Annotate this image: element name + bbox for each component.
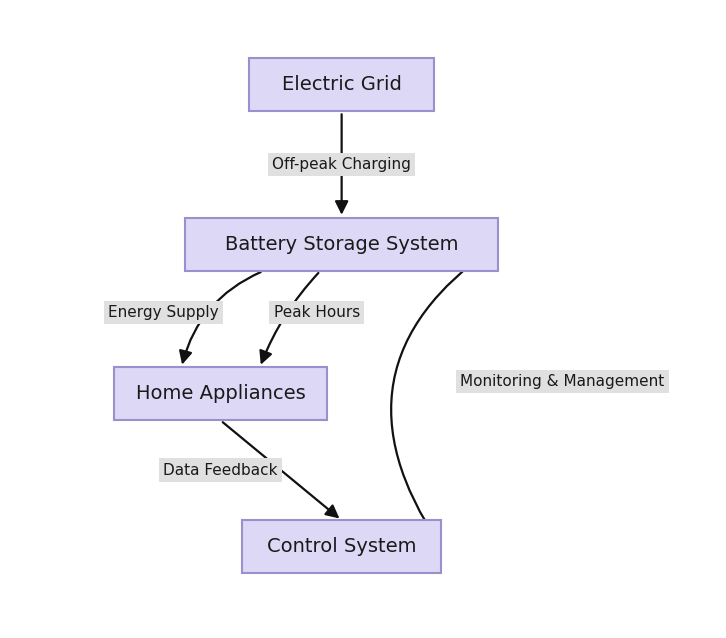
- Text: Off-peak Charging: Off-peak Charging: [272, 157, 411, 172]
- FancyBboxPatch shape: [242, 520, 441, 574]
- FancyBboxPatch shape: [249, 59, 434, 112]
- FancyBboxPatch shape: [114, 367, 327, 420]
- FancyArrowPatch shape: [261, 273, 319, 362]
- FancyArrowPatch shape: [391, 247, 494, 544]
- Text: Monitoring & Management: Monitoring & Management: [460, 374, 664, 389]
- Text: Peak Hours: Peak Hours: [274, 305, 360, 320]
- Text: Home Appliances: Home Appliances: [136, 384, 306, 403]
- Text: Energy Supply: Energy Supply: [108, 305, 219, 320]
- Text: Battery Storage System: Battery Storage System: [225, 235, 458, 254]
- FancyArrowPatch shape: [180, 272, 261, 362]
- Text: Data Feedback: Data Feedback: [163, 463, 278, 477]
- Text: Control System: Control System: [267, 537, 417, 556]
- Text: Electric Grid: Electric Grid: [282, 75, 401, 94]
- FancyBboxPatch shape: [185, 218, 498, 271]
